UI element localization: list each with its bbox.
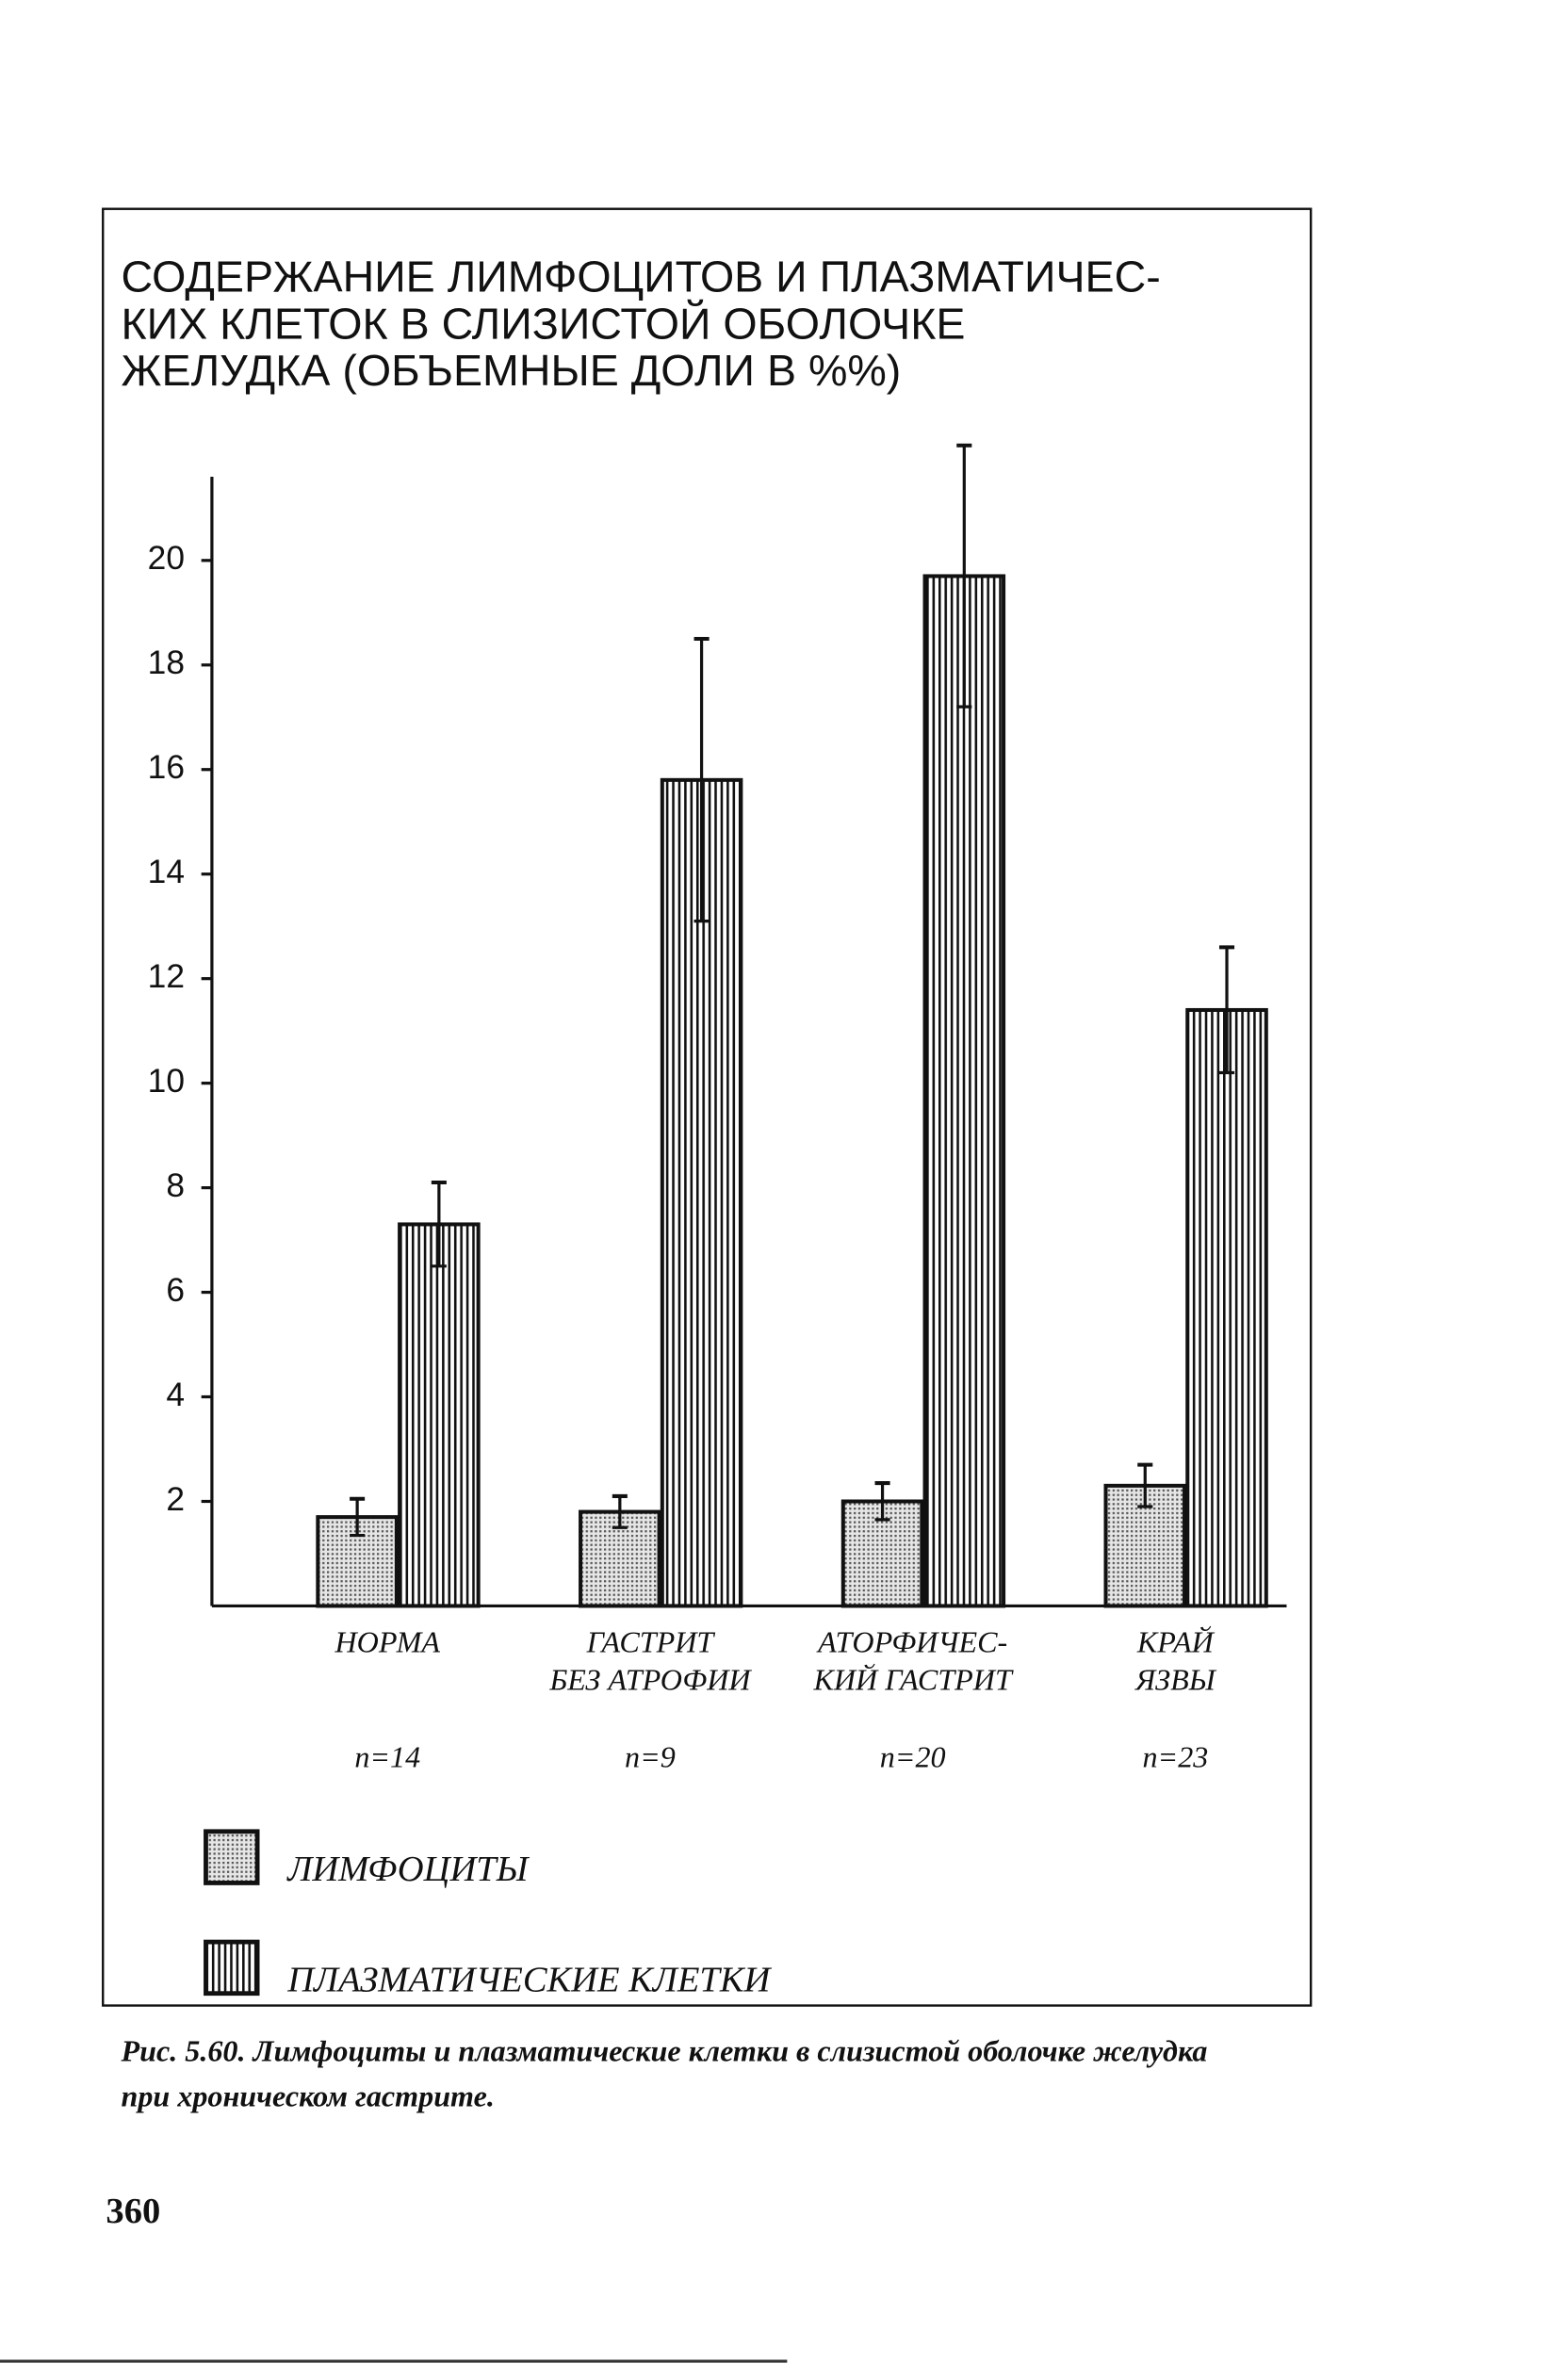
page-number: 360 <box>106 2192 160 2231</box>
caption: при хроническом гастрите. <box>122 2079 495 2113</box>
y-tick-label: 8 <box>166 1167 185 1204</box>
y-tick-label: 2 <box>166 1481 185 1518</box>
x-tick-label: АТОРФИЧЕС- <box>816 1625 1007 1659</box>
bar <box>922 574 1006 1608</box>
bar <box>1185 1007 1268 1608</box>
x-tick-label: КРАЙ <box>1136 1625 1216 1659</box>
x-tick-label: НОРМА <box>334 1625 440 1659</box>
y-tick-label: 20 <box>148 540 185 577</box>
y-tick-label: 10 <box>148 1063 185 1100</box>
x-tick-label: ЯЗВЫ <box>1134 1663 1217 1697</box>
y-tick-label: 6 <box>166 1272 185 1309</box>
legend-label: ЛИМФОЦИТЫ <box>286 1850 530 1889</box>
y-tick-label: 4 <box>166 1377 185 1413</box>
frame <box>102 207 1313 2007</box>
chart-title: ЖЕЛУДКА (ОБЪЕМНЫЕ ДОЛИ В %%) <box>122 346 902 395</box>
chart-title: КИХ КЛЕТОК В СЛИЗИСТОЙ ОБОЛОЧКЕ <box>122 299 966 348</box>
bar <box>579 1509 661 1608</box>
y-tick-label: 18 <box>148 644 185 681</box>
y-tick-label: 16 <box>148 749 185 786</box>
caption: Рис. 5.60. Лимфоциты и плазматические кл… <box>121 2033 1208 2067</box>
n-label: n=23 <box>1142 1740 1208 1774</box>
y-tick-label: 14 <box>148 854 185 890</box>
x-tick-label: КИЙ ГАСТРИТ <box>813 1663 1014 1697</box>
y-tick-label: 12 <box>148 958 185 995</box>
x-tick-label: БЕЗ АТРОФИИ <box>548 1663 752 1697</box>
n-label: n=14 <box>354 1740 420 1774</box>
legend-label: ПЛАЗМАТИЧЕСКИЕ КЛЕТКИ <box>286 1960 772 1999</box>
bar <box>398 1222 481 1608</box>
x-tick-label: ГАСТРИТ <box>586 1625 716 1659</box>
n-label: n=20 <box>880 1740 946 1774</box>
legend-swatch <box>204 1829 260 1885</box>
n-label: n=9 <box>625 1740 676 1774</box>
chart-title: СОДЕРЖАНИЕ ЛИМФОЦИТОВ И ПЛАЗМАТИЧЕС- <box>122 253 1161 302</box>
legend-swatch <box>204 1939 260 1997</box>
